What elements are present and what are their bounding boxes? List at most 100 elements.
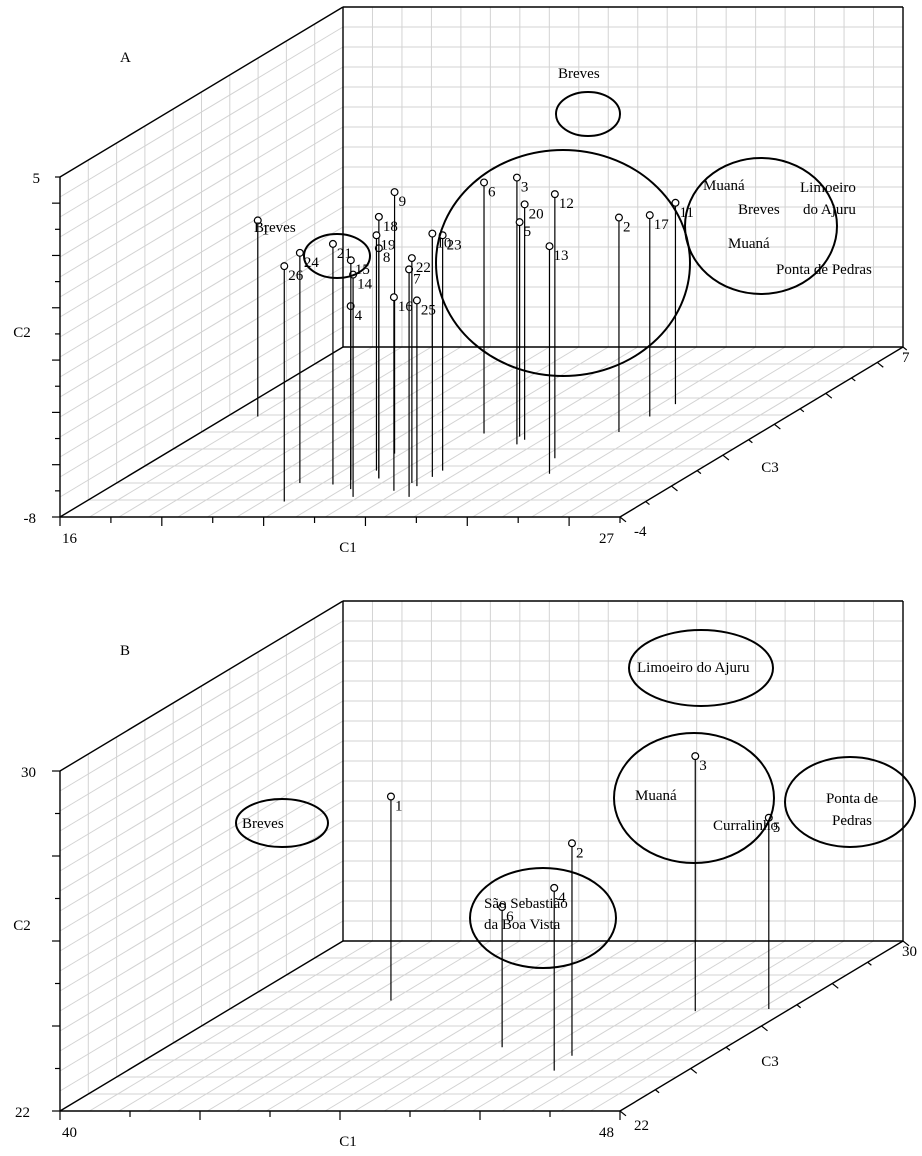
point-label: 18 [383, 219, 398, 235]
point-label: 3 [699, 758, 707, 774]
grid-line [59, 266, 344, 438]
point-label: 4 [558, 890, 566, 906]
z-tick [831, 983, 839, 989]
group-annotation: Breves [738, 202, 780, 218]
point-label: 14 [357, 277, 373, 293]
box-edges [59, 6, 904, 518]
z-min-tick-label: 22 [634, 1118, 649, 1134]
grid-line [59, 306, 344, 478]
y-min-tick-label: 22 [15, 1105, 30, 1121]
grid-line [59, 820, 344, 992]
group-annotation: Breves [242, 816, 284, 832]
point-label: 26 [288, 268, 304, 284]
grid-line [59, 286, 344, 458]
grid-line [59, 920, 344, 1092]
grid-line [59, 880, 344, 1052]
y-min-tick-label: -8 [24, 511, 37, 527]
point-label: 23 [447, 237, 462, 253]
grid-line [59, 620, 344, 792]
data-point [328, 239, 337, 248]
top-left-edge [59, 600, 344, 772]
left-floor-edge [59, 940, 344, 1112]
z-min-tick-label: -4 [634, 524, 647, 540]
z-tick [645, 501, 650, 506]
data-points: 1 2 3 4 5 6 [386, 752, 781, 1071]
group-ellipse [784, 756, 916, 848]
group-annotation: Ponta de Pedras [776, 262, 872, 278]
point-label: 6 [488, 184, 496, 200]
z-tick [748, 439, 753, 444]
floor-grid [59, 346, 904, 518]
grid-line [59, 780, 344, 952]
point-label: 1 [262, 222, 270, 238]
group-ellipse [469, 867, 617, 969]
panel-letter: A [120, 50, 131, 66]
point-label: 1 [395, 799, 403, 815]
data-point [374, 212, 383, 221]
x-min-tick-label: 40 [62, 1125, 77, 1141]
point-label: 2 [576, 845, 584, 861]
point-label: 13 [553, 248, 568, 264]
group-annotation: Curralinho [713, 818, 778, 834]
point-label: 12 [559, 196, 574, 212]
point-label: 2 [623, 220, 631, 236]
grid-line [59, 900, 344, 1072]
group-annotation: São Sebastião [484, 896, 568, 912]
left-floor-edge [59, 346, 344, 518]
grid-line [59, 860, 344, 1032]
z-max-tick-label: 30 [902, 944, 917, 960]
group-annotation: Ponta de [826, 791, 878, 807]
group-ellipse [555, 91, 621, 137]
grid-line [59, 126, 344, 298]
data-point [280, 262, 289, 271]
point-label: 5 [773, 820, 781, 836]
data-point [428, 229, 437, 238]
z-tick [619, 516, 627, 523]
data-point [386, 792, 395, 801]
data-point [550, 883, 559, 892]
data-point [346, 256, 355, 265]
group-ellipse [303, 233, 371, 279]
z-tick [655, 1089, 660, 1094]
data-point [512, 173, 521, 182]
z-tick [773, 423, 781, 430]
point-label: 16 [398, 299, 414, 315]
group-annotation: da Boa Vista [484, 917, 561, 933]
grid-line [59, 206, 344, 378]
point-label: 5 [524, 224, 532, 240]
x-axis-label: C1 [339, 540, 357, 556]
grid-line [59, 840, 344, 1012]
grid-line [59, 680, 344, 852]
group-annotation: Muaná [703, 178, 745, 194]
grid-line [59, 640, 344, 812]
group-annotation: Breves [558, 66, 600, 82]
panel-letter: B [120, 643, 130, 659]
data-point [407, 254, 416, 263]
x-axis-label: C1 [339, 1134, 357, 1150]
z-tick [876, 361, 884, 368]
z-tick [799, 408, 805, 413]
point-label: 21 [337, 246, 352, 262]
group-annotation: Limoeiro do Ajuru [637, 660, 750, 676]
point-label: 9 [399, 194, 407, 210]
data-point [645, 211, 654, 220]
floor-grid [59, 940, 904, 1112]
grid-line [59, 246, 344, 418]
y-axis-label: C2 [13, 325, 31, 341]
grid-line [59, 66, 344, 238]
z-tick [867, 961, 872, 966]
grid-line [59, 740, 344, 912]
data-points: 1 234567891011121314151617181920212223242… [253, 173, 694, 502]
z-tick [671, 485, 678, 492]
back-wall-grid [342, 6, 904, 348]
z-tick [796, 1004, 801, 1009]
point-label: 7 [413, 271, 421, 287]
data-point [372, 231, 381, 240]
group-ellipse [684, 157, 838, 295]
y-axis-label: C2 [13, 918, 31, 934]
z-axis-label: C3 [761, 1054, 779, 1070]
left-wall-grid [59, 6, 344, 518]
z-axis-label: C3 [761, 460, 779, 476]
